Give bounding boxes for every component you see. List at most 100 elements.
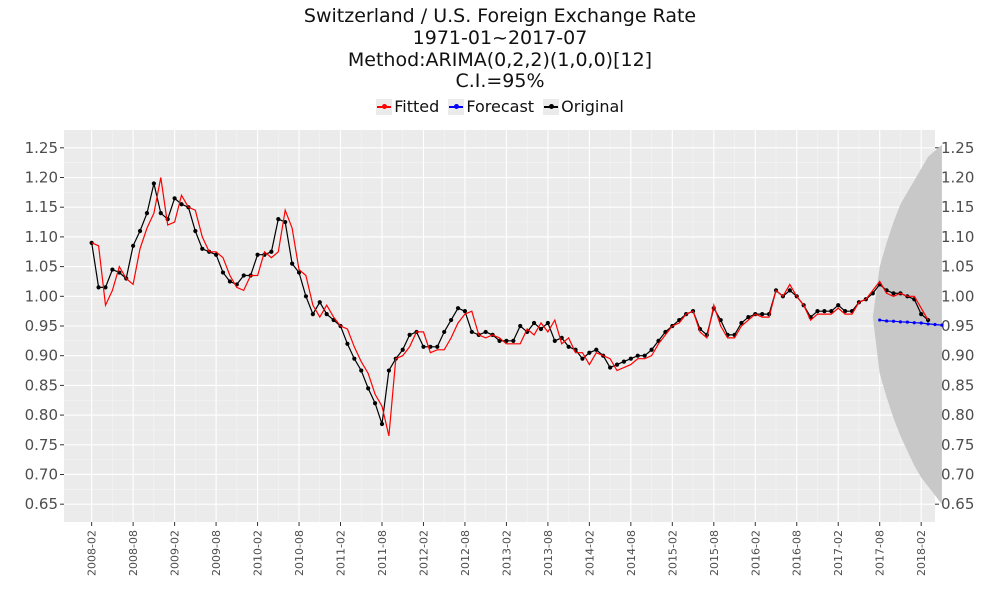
series-original-point	[787, 288, 792, 293]
y-tick-label-right: 1.00	[941, 287, 974, 305]
series-original-point	[241, 273, 246, 278]
series-original-point	[400, 347, 405, 352]
series-original-point	[594, 347, 599, 352]
series-original-point	[386, 368, 391, 373]
y-tick-label-left: 0.85	[25, 376, 58, 394]
x-tick-label: 2009-08	[210, 530, 223, 576]
x-tick-label: 2015-08	[708, 530, 721, 576]
series-forecast-point	[933, 322, 937, 327]
series-original-point	[746, 314, 751, 320]
y-tick-label-right: 0.70	[941, 465, 974, 483]
series-original-point	[220, 270, 226, 275]
series-original-point	[504, 338, 509, 343]
series-original-point	[891, 291, 896, 296]
y-tick-label-left: 0.65	[25, 495, 58, 513]
series-original-point	[642, 353, 647, 358]
x-tick-label: 2015-02	[666, 530, 679, 576]
series-original-point	[345, 341, 350, 346]
series-original-point	[435, 344, 440, 349]
series-original-point	[614, 362, 620, 367]
y-tick-label-left: 0.80	[25, 406, 58, 424]
y-tick-label-left: 1.20	[25, 169, 58, 187]
y-tick-label-left: 0.75	[25, 436, 58, 454]
series-forecast-point	[926, 322, 930, 326]
series-original-point	[317, 300, 322, 305]
series-original-point	[158, 211, 163, 216]
series-original-point	[919, 312, 924, 317]
series-original-point	[296, 270, 302, 275]
y-tick-label-right: 0.75	[941, 436, 974, 454]
series-original-point	[621, 359, 627, 364]
series-original-point	[407, 332, 412, 338]
x-tick-label: 2014-02	[583, 530, 596, 576]
legend-item-fitted: Fitted	[376, 97, 439, 116]
series-original-point	[649, 347, 654, 352]
x-tick-label: 2016-02	[749, 530, 762, 576]
series-forecast-point	[891, 319, 896, 323]
series-forecast-point	[905, 320, 909, 324]
chart-title-line-4: C.I.=95%	[455, 70, 545, 92]
series-original-point	[635, 353, 640, 358]
y-tick-label-right: 1.15	[941, 198, 974, 216]
legend-label-original: Original	[561, 97, 624, 116]
series-original-point	[829, 309, 834, 314]
chart-legend: Fitted Forecast Original	[0, 97, 1000, 119]
series-original-point	[193, 228, 198, 234]
series-forecast-point	[919, 321, 923, 325]
y-tick-label-left: 0.90	[25, 347, 58, 365]
series-original-point	[511, 338, 516, 343]
y-tick-label-left: 0.95	[25, 317, 58, 335]
x-tick-label: 2016-08	[791, 530, 804, 576]
series-original-point	[566, 344, 571, 349]
legend-key-original	[543, 98, 560, 115]
series-original-point	[137, 228, 143, 234]
x-tick-label: 2008-08	[127, 530, 140, 576]
series-original-point	[531, 320, 537, 326]
series-original-point	[580, 356, 585, 361]
y-tick-label-left: 1.15	[25, 198, 58, 216]
series-original-point	[352, 356, 357, 361]
y-tick-label-left: 1.10	[25, 228, 58, 246]
series-original-point	[283, 219, 288, 225]
series-original-point	[552, 338, 557, 343]
legend-key-fitted	[376, 98, 393, 115]
series-original-point	[213, 252, 219, 257]
series-original-point	[255, 252, 260, 257]
x-tick-label: 2009-02	[169, 530, 182, 576]
legend-label-forecast: Forecast	[466, 97, 535, 116]
y-tick-label-left: 1.00	[25, 287, 58, 305]
series-original-point	[276, 216, 281, 222]
x-tick-label: 2017-08	[874, 530, 887, 576]
series-original-point	[103, 285, 108, 290]
series-original-point	[442, 329, 447, 335]
series-original-point	[497, 338, 502, 343]
y-tick-label-right: 0.85	[941, 376, 974, 394]
series-original-point	[151, 181, 156, 186]
series-original-point	[608, 365, 613, 370]
series-original-point	[815, 309, 820, 314]
series-original-point	[324, 312, 329, 317]
series-original-point	[421, 344, 426, 349]
series-original-point	[144, 211, 150, 216]
legend-key-forecast	[448, 98, 465, 115]
x-tick-label: 2013-02	[500, 530, 513, 576]
x-tick-label: 2012-08	[459, 530, 472, 576]
series-original-point	[538, 326, 544, 332]
x-tick-label: 2017-02	[832, 530, 845, 576]
series-original-point	[310, 312, 315, 317]
series-original-point	[366, 386, 371, 391]
y-tick-label-right: 1.25	[941, 139, 974, 157]
legend-item-original: Original	[543, 97, 624, 116]
confidence-band	[872, 144, 942, 505]
series-original-point	[96, 285, 101, 290]
x-tick-label: 2014-08	[625, 530, 638, 576]
series-forecast-point	[898, 320, 903, 324]
series-forecast-point	[885, 319, 889, 323]
y-tick-label-right: 0.65	[941, 495, 974, 513]
x-tick-label: 2013-08	[542, 530, 555, 576]
series-original-point	[483, 329, 488, 335]
series-fitted-line	[91, 177, 929, 437]
legend-label-fitted: Fitted	[394, 97, 440, 116]
series-original-point	[200, 246, 205, 251]
